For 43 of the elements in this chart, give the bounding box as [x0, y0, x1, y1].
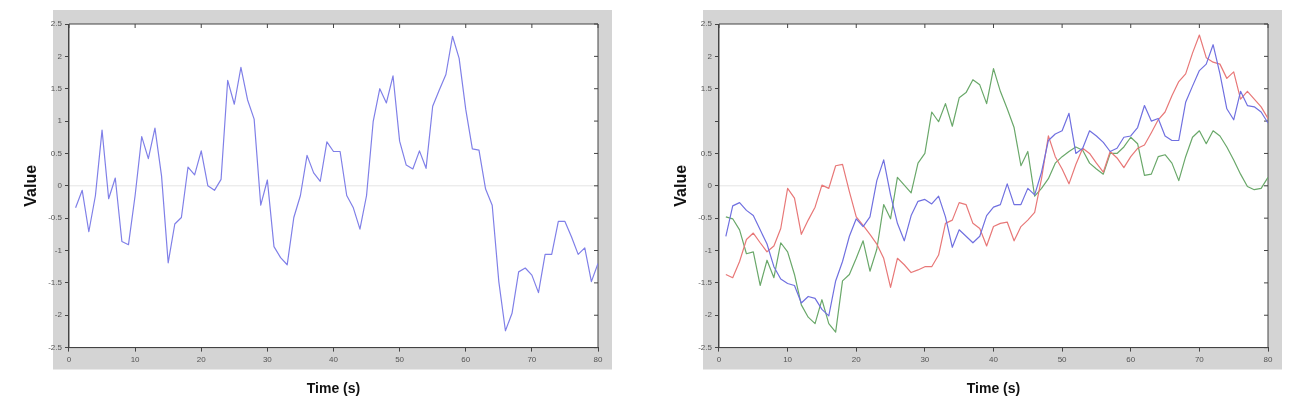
x-tick-label: 20 [196, 354, 207, 364]
x-tick-label: 60 [461, 354, 471, 364]
x-tick-label: 20 [851, 354, 862, 364]
y-tick-label: 0.5 [50, 148, 63, 158]
x-tick-label: 80 [1263, 354, 1273, 364]
x-tick-label: 70 [1194, 354, 1205, 364]
y-tick-label: -1.5 [48, 278, 63, 288]
y-tick-label: -2.5 [48, 342, 63, 352]
x-tick-label: 0 [66, 354, 72, 364]
x-tick-label: 30 [262, 354, 273, 364]
x-tick-label: 70 [527, 354, 537, 364]
x-tick-label: 40 [329, 354, 339, 364]
y-tick-label: -0.5 [48, 213, 63, 223]
y-tick-label: 1.5 [700, 83, 713, 93]
y-tick-label: 1.5 [50, 83, 63, 93]
y-axis-title: Value [22, 164, 40, 207]
x-tick-label: 10 [130, 354, 141, 364]
x-axis-title: Time (s) [966, 380, 1021, 397]
y-tick-label: -1 [704, 245, 713, 255]
x-tick-label: 0 [716, 354, 722, 364]
y-tick-label: -0.5 [698, 213, 713, 223]
y-axis-title: Value [672, 164, 690, 207]
y-tick-label: 0 [707, 181, 713, 190]
x-tick-label: 30 [920, 354, 930, 364]
x-tick-label: 50 [395, 354, 405, 364]
y-tick-label: 2.5 [700, 19, 713, 29]
y-tick-label: 2.5 [50, 19, 63, 29]
y-tick-label: 2 [57, 51, 63, 61]
y-tick-label: -2.5 [698, 342, 713, 352]
x-tick-label: 10 [783, 354, 793, 364]
x-tick-label: 80 [593, 354, 603, 364]
y-tick-label: -2 [54, 310, 63, 320]
y-tick-label: 0.5 [700, 148, 713, 158]
y-tick-label: 1 [57, 116, 63, 126]
x-tick-label: 60 [1126, 354, 1136, 364]
y-tick-label: -1 [54, 245, 63, 255]
x-tick-label: 50 [1057, 354, 1068, 364]
y-tick-label: 2 [707, 51, 713, 61]
x-axis-title: Time (s) [306, 380, 361, 397]
y-tick-label: -2 [704, 310, 713, 320]
y-tick-label: 0 [57, 181, 63, 190]
y-tick-label: -1.5 [698, 278, 713, 288]
x-tick-label: 40 [989, 354, 999, 364]
